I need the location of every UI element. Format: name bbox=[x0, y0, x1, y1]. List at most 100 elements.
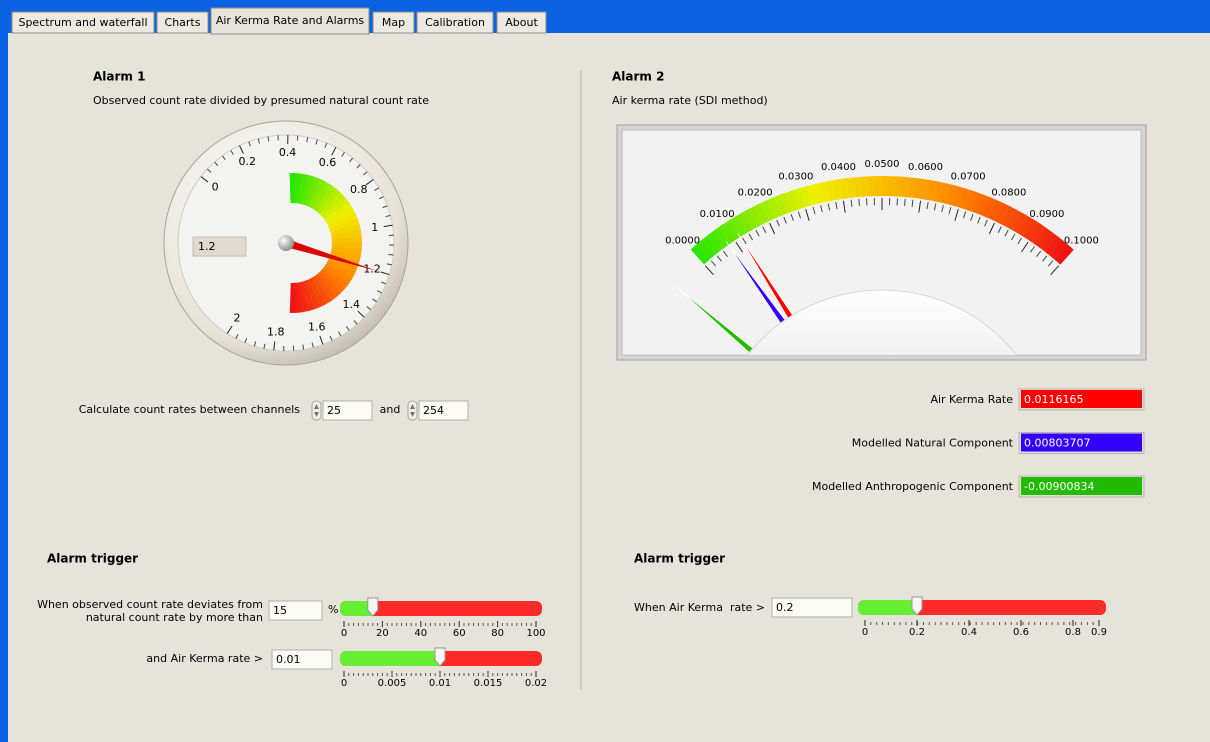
gauge-color-band bbox=[294, 282, 303, 313]
tab-label[interactable]: Calibration bbox=[425, 16, 485, 29]
gauge-minor-tick bbox=[341, 151, 345, 157]
meter-color-band bbox=[799, 186, 812, 208]
tab[interactable] bbox=[372, 11, 415, 34]
meter-tick bbox=[1021, 241, 1029, 253]
meter-color-band bbox=[706, 231, 725, 252]
slider-tick-label: 0.6 bbox=[1013, 627, 1029, 638]
channel-from[interactable] bbox=[322, 400, 373, 421]
meter-minor-tick bbox=[1036, 250, 1042, 257]
gauge-tick-label: 2 bbox=[233, 311, 240, 324]
tab-label[interactable]: Air Kerma Rate and Alarms bbox=[216, 14, 365, 27]
gauge-color-band bbox=[301, 280, 315, 312]
tab[interactable] bbox=[11, 11, 155, 34]
meter-minor-tick bbox=[858, 198, 860, 207]
meter-color-band bbox=[977, 194, 992, 217]
spinner-down[interactable] bbox=[314, 412, 319, 417]
deviation-input[interactable] bbox=[268, 600, 323, 621]
gauge-color-band bbox=[319, 269, 346, 294]
meter-color-band bbox=[1039, 231, 1058, 253]
readout-value: 0.0116165 bbox=[1024, 393, 1084, 406]
slider-fill bbox=[340, 601, 373, 616]
meter-color-band bbox=[888, 176, 897, 197]
channel-to-value[interactable]: 254 bbox=[423, 404, 444, 417]
gauge-minor-tick bbox=[248, 141, 251, 147]
kerma2-input[interactable] bbox=[771, 597, 853, 618]
tab-label[interactable]: Spectrum and waterfall bbox=[18, 16, 147, 29]
tab-label[interactable]: About bbox=[505, 16, 538, 29]
tab[interactable] bbox=[210, 7, 370, 35]
gauge-color-band bbox=[314, 184, 337, 212]
meter-color-band bbox=[1055, 244, 1074, 265]
slider-thumb[interactable] bbox=[434, 647, 446, 667]
meter-tick bbox=[805, 209, 810, 221]
gauge-color-band bbox=[329, 218, 360, 233]
meter-color-band bbox=[901, 176, 911, 198]
gauge-minor-tick bbox=[244, 338, 248, 344]
meter-color-band bbox=[812, 182, 825, 204]
slider-thumb[interactable] bbox=[911, 596, 923, 616]
alarm1-title: Alarm 1 bbox=[93, 70, 145, 84]
meter-tick bbox=[704, 265, 714, 276]
channel-from-value[interactable]: 25 bbox=[327, 404, 341, 417]
tab-label[interactable]: Map bbox=[382, 16, 405, 29]
gauge-tick bbox=[357, 310, 365, 318]
channel-to[interactable] bbox=[418, 400, 469, 421]
spinner[interactable] bbox=[311, 400, 322, 421]
trigger1-title: Alarm trigger bbox=[47, 552, 138, 566]
gauge-minor-tick bbox=[315, 139, 318, 145]
gauge-color-band bbox=[324, 263, 353, 284]
meter-color-band bbox=[701, 235, 720, 256]
gauge-color-band bbox=[319, 192, 345, 217]
slider-tick-label: 20 bbox=[376, 628, 389, 639]
meter-tick bbox=[918, 200, 922, 213]
meter-needle bbox=[676, 286, 762, 355]
gauge-color-band bbox=[304, 279, 321, 310]
spinner-up[interactable] bbox=[314, 404, 319, 409]
slider-thumb[interactable] bbox=[367, 597, 379, 617]
gauge-minor-tick bbox=[338, 331, 342, 337]
gauge-minor-tick bbox=[302, 344, 305, 350]
gauge-tick bbox=[319, 335, 324, 345]
meter-cover bbox=[746, 289, 1018, 355]
meter-minor-tick bbox=[1004, 229, 1009, 237]
spinner-down[interactable] bbox=[410, 412, 415, 417]
meter-color-band bbox=[766, 197, 782, 219]
gauge-color-band bbox=[331, 246, 362, 256]
tab-label[interactable]: Charts bbox=[165, 16, 201, 29]
meter-color-band bbox=[1023, 219, 1041, 241]
kerma2-input-value[interactable]: 0.2 bbox=[776, 601, 794, 614]
gauge-minor-tick bbox=[306, 137, 309, 143]
gauge-tick-label: 0.8 bbox=[350, 183, 368, 196]
spinner-up[interactable] bbox=[410, 404, 415, 409]
deviation-input-value[interactable]: 15 bbox=[273, 604, 287, 617]
meter-minor-tick bbox=[941, 205, 944, 213]
slider-tick-label: 60 bbox=[453, 628, 466, 639]
meter-color-band bbox=[735, 212, 752, 234]
gauge-tick bbox=[273, 341, 276, 351]
slider-tick-label: 0.2 bbox=[909, 627, 925, 638]
readout-fill bbox=[1021, 477, 1142, 495]
meter-color-band bbox=[729, 216, 747, 237]
gauge-color-band bbox=[331, 242, 362, 250]
gauge-color-band bbox=[297, 281, 309, 313]
meter-minor-tick bbox=[820, 205, 823, 213]
tab[interactable] bbox=[156, 11, 209, 34]
gauge-needle bbox=[284, 239, 378, 272]
gauge-minor-tick bbox=[263, 343, 266, 349]
kerma-input-value[interactable]: 0.01 bbox=[276, 653, 301, 666]
meter-tick-label: 0.1000 bbox=[1064, 236, 1099, 247]
meter-tick bbox=[842, 200, 846, 213]
meter-tick-label: 0.0000 bbox=[665, 236, 700, 247]
gauge-minor-tick bbox=[329, 335, 333, 341]
meter-minor-tick bbox=[755, 229, 760, 237]
spinner[interactable] bbox=[407, 400, 418, 421]
kerma-input[interactable] bbox=[271, 649, 333, 670]
tab[interactable] bbox=[416, 11, 494, 34]
meter-minor-tick bbox=[911, 199, 914, 207]
meter-minor-tick bbox=[762, 226, 767, 233]
readout-value: 0.00803707 bbox=[1024, 437, 1090, 450]
deviation-label: natural count rate by more than bbox=[86, 611, 263, 624]
tab[interactable] bbox=[496, 11, 547, 34]
